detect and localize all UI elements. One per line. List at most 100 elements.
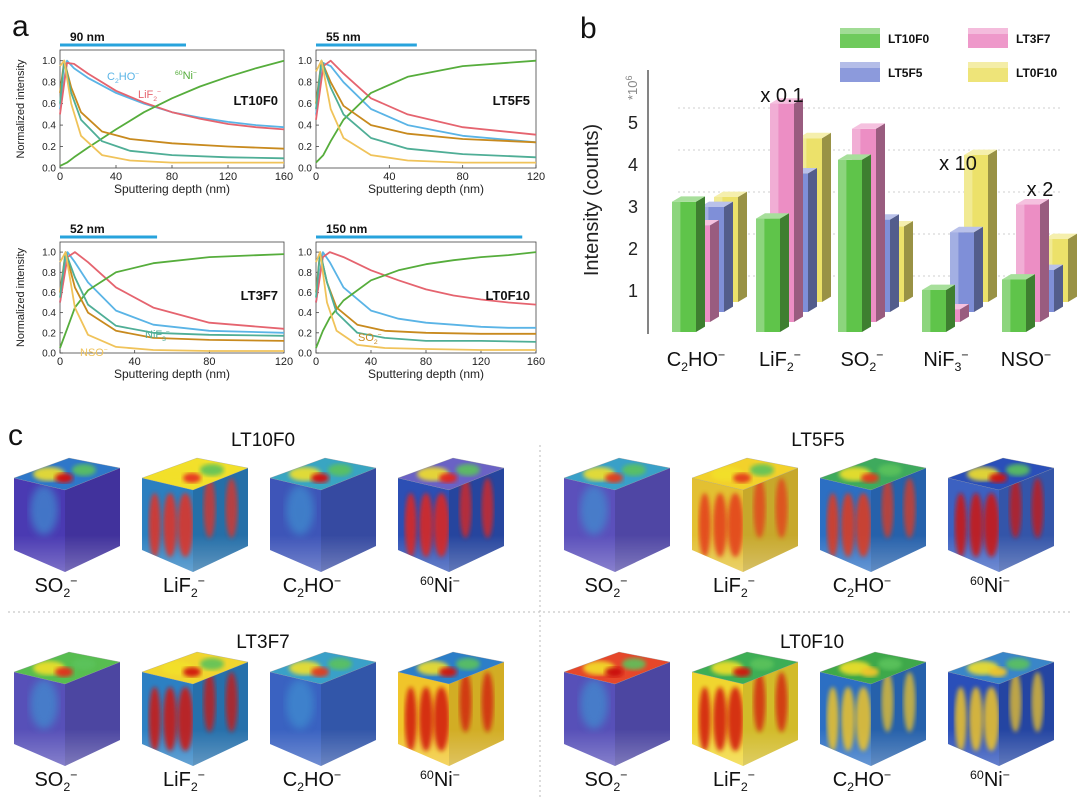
cube-map bbox=[563, 651, 671, 766]
series-annotation: C2HO− bbox=[107, 71, 139, 85]
x-tick-label: 40 bbox=[129, 356, 141, 368]
cube-group-lt5f5: LT5F5 SO2− LiF2− C2HO− 60Ni− bbox=[563, 430, 1055, 600]
cube-label: SO2− bbox=[584, 768, 627, 794]
group-title: LT3F7 bbox=[236, 632, 290, 653]
legend-label: LT0F10 bbox=[1016, 66, 1057, 80]
scale-label: *106 bbox=[624, 75, 640, 100]
series-line-c2ho bbox=[59, 251, 285, 334]
y-tick-label: 1.0 bbox=[298, 56, 312, 67]
sample-label: LT10F0 bbox=[233, 93, 278, 108]
category-label: C2HO− bbox=[667, 348, 726, 374]
sample-label: LT5F5 bbox=[493, 93, 530, 108]
multiplier-label: x 2 bbox=[1027, 179, 1054, 201]
bar-group bbox=[672, 191, 747, 332]
y-tick-label: 0.4 bbox=[42, 308, 56, 319]
cube-map bbox=[563, 457, 671, 572]
x-tick-label: 0 bbox=[313, 171, 319, 183]
x-axis-label: Sputtering depth (nm) bbox=[114, 182, 230, 196]
series-line-lif2 bbox=[59, 62, 285, 131]
y-tick-label: 1 bbox=[628, 281, 638, 301]
category-label: NiF3− bbox=[923, 348, 968, 374]
line-chart-a3: 52 nm 0.0 0.2 0.4 0.6 0.8 1.0 0 40 80 120 Sputterin… bbox=[15, 222, 293, 381]
bar-group bbox=[838, 123, 913, 332]
sample-label: LT3F7 bbox=[241, 288, 278, 303]
series-annotation: SO2− bbox=[358, 332, 382, 346]
y-tick-label: 3 bbox=[628, 197, 638, 217]
category-label: LiF2− bbox=[759, 348, 801, 374]
series-line-lif2 bbox=[59, 251, 285, 330]
bar-lt10f0 bbox=[922, 284, 955, 332]
bar-group bbox=[922, 149, 997, 332]
plot-frame bbox=[59, 49, 285, 169]
y-tick-label: 0.8 bbox=[298, 78, 312, 89]
y-tick-label: 0.8 bbox=[42, 268, 56, 279]
bar-lt10f0 bbox=[838, 154, 871, 332]
cube-group-lt10f0: LT10F0 SO2− LiF2− C2HO− 60Ni− bbox=[13, 430, 505, 600]
series-line-nso bbox=[59, 59, 284, 164]
series-line-nso bbox=[315, 59, 536, 164]
x-tick-label: 80 bbox=[457, 171, 469, 183]
cube-map bbox=[13, 651, 121, 766]
cube-label: LiF2− bbox=[713, 574, 755, 600]
x-axis-label: Sputtering depth (nm) bbox=[368, 367, 484, 381]
bar-lt10f0 bbox=[756, 213, 789, 332]
y-axis-label: Intensity (counts) bbox=[581, 124, 603, 276]
cube-group-lt0f10: LT0F10 SO2− LiF2− C2HO− 60Ni− bbox=[563, 632, 1055, 794]
cube-label: 60Ni− bbox=[420, 574, 460, 597]
cube-map bbox=[13, 457, 121, 572]
panel-a-line-charts: 90 nm 0.0 0.2 0.4 0.6 0.8 1.0 0 40 80 120 160 Sputte… bbox=[15, 30, 545, 381]
cube-map bbox=[141, 651, 249, 766]
series-line-ni bbox=[59, 59, 285, 167]
y-tick-label: 1.0 bbox=[42, 248, 56, 259]
x-axis-label: Sputtering depth (nm) bbox=[368, 182, 484, 196]
legend-item-lt10f0: LT10F0 bbox=[840, 28, 929, 48]
y-tick-label: 0.2 bbox=[42, 142, 56, 153]
y-tick-label: 1.0 bbox=[298, 248, 312, 259]
cube-map bbox=[947, 651, 1055, 766]
y-tick-label: 0.6 bbox=[42, 99, 56, 110]
x-tick-label: 80 bbox=[420, 356, 432, 368]
x-axis-label: Sputtering depth (nm) bbox=[114, 367, 230, 381]
cube-label: C2HO− bbox=[283, 574, 342, 600]
cube-label: C2HO− bbox=[283, 768, 342, 794]
series-annotation: NiF3− bbox=[145, 329, 170, 343]
x-tick-label: 120 bbox=[527, 171, 545, 183]
y-tick-label: 0.8 bbox=[298, 268, 312, 279]
y-tick-label: 0.6 bbox=[42, 288, 56, 299]
series-annotation: NSO− bbox=[80, 347, 108, 359]
x-tick-label: 160 bbox=[275, 171, 293, 183]
y-tick-label: 0.4 bbox=[298, 121, 312, 132]
x-tick-label: 40 bbox=[365, 356, 377, 368]
panel-b-bar-chart: 1 2 3 4 5 Intensity (counts) *106 C2HO− LiF2− SO2… bbox=[581, 28, 1077, 374]
thickness-label: 55 nm bbox=[326, 30, 361, 44]
cube-label: 60Ni− bbox=[970, 574, 1010, 597]
series-line-ni bbox=[59, 253, 285, 349]
y-tick-label: 0.8 bbox=[42, 78, 56, 89]
series-line-nso bbox=[59, 251, 284, 352]
series-line-lif2 bbox=[315, 59, 537, 136]
group-title: LT10F0 bbox=[231, 430, 295, 451]
series-line-c2ho bbox=[315, 62, 537, 144]
series-line-nif3 bbox=[315, 251, 537, 343]
panel-letter-a: a bbox=[12, 10, 29, 43]
multiplier-label: x 10 bbox=[939, 153, 977, 175]
y-tick-label: 0.0 bbox=[298, 164, 312, 175]
series-annotation: LiF2− bbox=[138, 89, 161, 103]
line-chart-a2: 55 nm 0.0 0.2 0.4 0.6 0.8 1.0 0 40 80 120 Sputterin… bbox=[298, 30, 545, 196]
cube-map bbox=[397, 457, 505, 572]
x-tick-label: 120 bbox=[219, 171, 237, 183]
thickness-label: 150 nm bbox=[326, 222, 367, 236]
bar-group bbox=[756, 98, 831, 332]
cube-label: C2HO− bbox=[833, 574, 892, 600]
legend-item-lt3f7: LT3F7 bbox=[968, 28, 1051, 48]
panel-c-3d-maps: LT10F0 SO2− LiF2− C2HO− 60Ni− LT5F5 SO2− LiF2− C… bbox=[8, 430, 1072, 800]
bar-lt10f0 bbox=[672, 196, 705, 332]
thickness-label: 52 nm bbox=[70, 222, 105, 236]
series-line-lif2 bbox=[315, 251, 537, 306]
legend-item-lt5f5: LT5F5 bbox=[840, 62, 923, 82]
panel-letter-c: c bbox=[8, 419, 23, 452]
series-line-c2ho bbox=[59, 59, 285, 129]
series-line-ni bbox=[315, 59, 537, 164]
y-tick-label: 0.4 bbox=[298, 308, 312, 319]
